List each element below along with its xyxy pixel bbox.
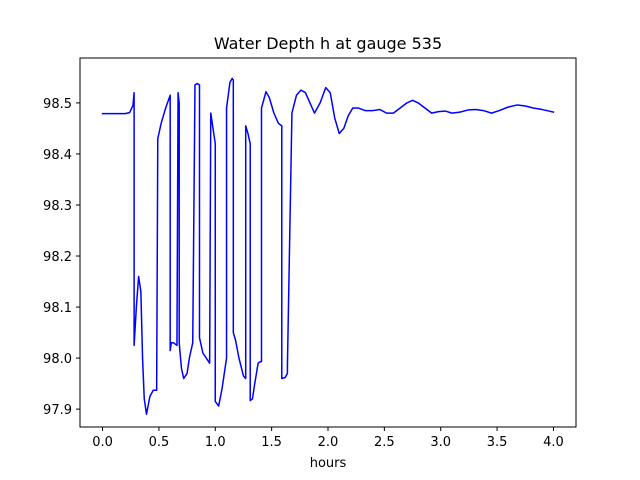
y-tick-label: 98.3 <box>43 199 72 214</box>
axes-frame <box>79 57 577 428</box>
y-tick-label: 97.9 <box>43 403 72 418</box>
y-tick-label: 98.0 <box>43 352 72 367</box>
y-axis: 97.9 98.0 98.1 98.2 98.3 98.4 98.5 <box>43 97 80 418</box>
x-tick-label: 2.0 <box>318 435 339 450</box>
x-tick-label: 2.5 <box>374 435 395 450</box>
x-tick-label: 3.0 <box>430 435 451 450</box>
x-tick-label: 4.0 <box>543 435 564 450</box>
y-tick-label: 98.2 <box>43 250 72 265</box>
x-axis: 0.0 0.5 1.0 1.5 2.0 2.5 3.0 3.5 4.0 <box>92 427 564 450</box>
x-axis-label: hours <box>310 456 347 471</box>
y-tick-label: 98.4 <box>43 148 72 163</box>
chart-title: Water Depth h at gauge 535 <box>214 34 442 53</box>
x-tick-label: 3.5 <box>487 435 508 450</box>
y-tick-label: 98.1 <box>43 301 72 316</box>
x-tick-label: 1.0 <box>205 435 226 450</box>
series-line-0 <box>101 77 555 415</box>
y-tick-label: 98.5 <box>43 97 72 112</box>
x-tick-label: 0.0 <box>92 435 113 450</box>
x-tick-label: 0.5 <box>149 435 170 450</box>
plot-area <box>101 77 555 415</box>
x-tick-label: 1.5 <box>261 435 282 450</box>
